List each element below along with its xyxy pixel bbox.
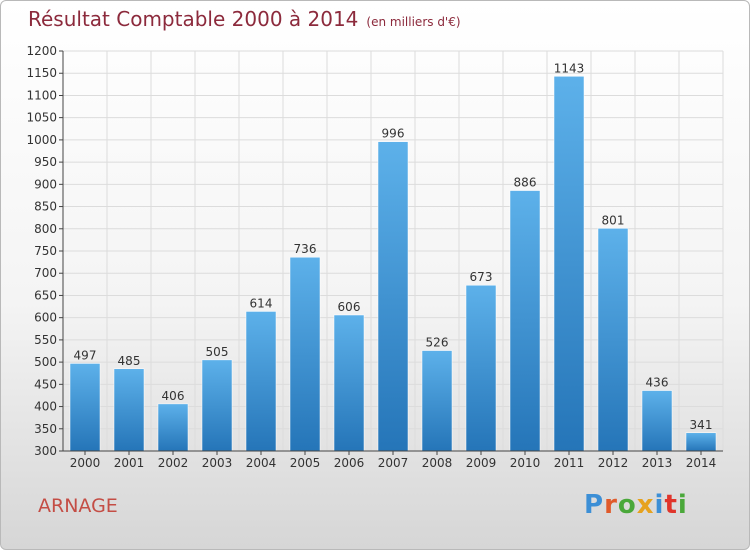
logo-letter: x [636, 490, 655, 520]
y-tick-label: 300 [34, 444, 57, 458]
data-label-2004: 614 [250, 296, 273, 310]
data-label-2010: 886 [514, 176, 537, 190]
x-tick-label-2011: 2011 [554, 456, 585, 470]
logo-letter: t [664, 490, 678, 520]
data-label-2008: 526 [426, 336, 449, 350]
x-tick-label-2007: 2007 [378, 456, 409, 470]
chart-title: Résultat Comptable 2000 à 2014 (en millie… [28, 7, 461, 31]
bar-2014 [685, 432, 717, 452]
axes: 300 350 400 450 500 550 600 650 700 750 800 850 900 9… [26, 44, 723, 470]
y-tick-label: 400 [34, 400, 57, 414]
bars: 497 485 406 505 614 736 606 996 526 673 886 1143 801… [69, 61, 717, 452]
x-tick-label-2004: 2004 [246, 456, 277, 470]
y-tick-label: 600 [34, 311, 57, 325]
y-tick-label: 750 [34, 244, 57, 258]
data-label-2003: 505 [206, 345, 229, 359]
bar-2006 [333, 314, 365, 452]
y-tick-label: 1100 [26, 88, 57, 102]
logo-letter: i [677, 490, 688, 520]
data-label-2013: 436 [646, 376, 669, 390]
y-tick-label: 1050 [26, 111, 57, 125]
x-tick-label-2000: 2000 [70, 456, 101, 470]
bar-2010 [509, 190, 541, 452]
data-label-2001: 485 [118, 354, 141, 368]
x-tick-label-2009: 2009 [466, 456, 497, 470]
x-tick-label-2013: 2013 [642, 456, 673, 470]
data-label-2002: 406 [162, 389, 185, 403]
bar-2013 [641, 390, 673, 452]
x-tick-label-2008: 2008 [422, 456, 453, 470]
chart-title-text: Résultat Comptable 2000 à 2014 [28, 7, 359, 31]
logo-letter: i [654, 490, 665, 520]
data-label-2014: 341 [690, 418, 713, 432]
x-tick-label-2003: 2003 [202, 456, 233, 470]
y-tick-label: 650 [34, 288, 57, 302]
y-tick-label: 1200 [26, 44, 57, 58]
y-tick-label: 550 [34, 333, 57, 347]
data-label-2006: 606 [338, 300, 361, 314]
commune-name: ARNAGE [38, 495, 118, 517]
bar-2005 [289, 256, 321, 452]
chart-unit-label: (en milliers d'€) [366, 15, 461, 29]
logo-letter: o [617, 490, 637, 520]
bar-2004 [245, 311, 277, 452]
y-tick-label: 800 [34, 222, 57, 236]
logo-letter: r [604, 490, 618, 520]
y-tick-label: 350 [34, 422, 57, 436]
logo-letter: P [584, 490, 605, 520]
data-label-2011: 1143 [554, 61, 585, 75]
data-label-2000: 497 [74, 348, 97, 362]
x-tick-label-2012: 2012 [598, 456, 629, 470]
y-tick-label: 450 [34, 377, 57, 391]
proxiti-logo: Proxiti [584, 490, 688, 520]
bar-2008 [421, 350, 453, 452]
y-tick-label: 700 [34, 266, 57, 280]
data-label-2009: 673 [470, 270, 493, 284]
bar-2001 [113, 368, 145, 452]
data-label-2012: 801 [602, 213, 625, 227]
x-tick-label-2014: 2014 [686, 456, 717, 470]
x-tick-label-2010: 2010 [510, 456, 541, 470]
y-tick-label: 500 [34, 355, 57, 369]
x-tick-label-2005: 2005 [290, 456, 321, 470]
bar-2000 [69, 363, 101, 452]
y-tick-label: 950 [34, 155, 57, 169]
bar-2009 [465, 284, 497, 452]
bar-2003 [201, 359, 233, 452]
x-tick-label-2006: 2006 [334, 456, 365, 470]
bar-2002 [157, 403, 189, 452]
bar-2012 [597, 228, 629, 452]
bar-2007 [377, 141, 409, 452]
data-label-2005: 736 [294, 242, 317, 256]
y-tick-label: 850 [34, 200, 57, 214]
y-tick-label: 1150 [26, 66, 57, 80]
bar-2011 [553, 76, 585, 452]
x-tick-label-2001: 2001 [114, 456, 145, 470]
y-tick-label: 1000 [26, 133, 57, 147]
x-tick-label-2002: 2002 [158, 456, 189, 470]
y-tick-label: 900 [34, 177, 57, 191]
data-label-2007: 996 [382, 127, 405, 141]
